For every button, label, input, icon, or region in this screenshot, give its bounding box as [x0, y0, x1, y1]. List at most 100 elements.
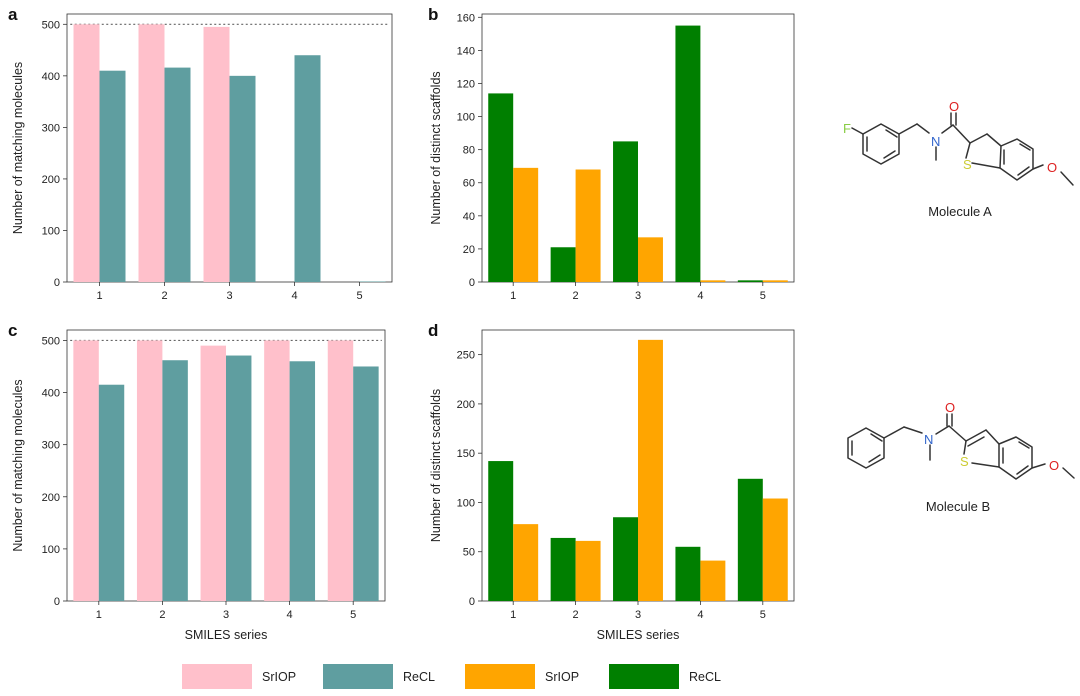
x-tick-label: 2 [573, 290, 579, 302]
bar-recl-5 [359, 281, 386, 282]
bar-sriop-3 [200, 345, 226, 601]
y-tick-label: 120 [457, 78, 475, 90]
molecule-a-bond [952, 124, 971, 144]
y-tick-label: 0 [469, 596, 475, 608]
molecule-b-atom-o-methoxy: O [1049, 458, 1059, 473]
molecule-b-bond [971, 462, 1000, 468]
y-tick-label: 300 [42, 122, 60, 134]
chart-c-matching-molecules: 0 100 200 300 400 500 1 2 3 4 5 Number of matching … [11, 329, 386, 642]
x-tick-label: 2 [573, 609, 579, 621]
molecule-b-bond [963, 440, 967, 455]
molecule-a-structure [851, 112, 1074, 186]
bar-sriop-1 [513, 524, 539, 601]
bar-recl-2 [162, 360, 188, 601]
molecule-a-label: Molecule A [928, 204, 992, 219]
y-tick-label: 300 [42, 440, 60, 452]
y-tick-label: 0 [54, 596, 60, 608]
bar-sriop-3 [203, 26, 230, 283]
molecule-a-atom-o-methoxy: O [1047, 160, 1057, 175]
molecule-b-double-bond [1016, 465, 1029, 475]
y-tick-label: 400 [42, 388, 60, 400]
x-tick-label: 4 [697, 609, 703, 621]
molecule-b-atom-s: S [960, 454, 969, 469]
legend-swatch-sriop [182, 664, 252, 689]
bar-sriop-5 [762, 498, 788, 601]
molecule-b-benzo-ring [998, 436, 1033, 480]
molecule-b-label: Molecule B [926, 499, 990, 514]
bar-recl-2 [550, 247, 576, 282]
bar-sriop-3 [638, 237, 663, 282]
bar-sriop-3 [638, 339, 663, 601]
y-tick-label: 100 [457, 112, 475, 124]
bar-sriop-1 [73, 24, 100, 283]
x-tick-label: 1 [510, 290, 516, 302]
y-tick-label: 40 [463, 211, 475, 223]
x-tick-label: 1 [96, 290, 102, 302]
bar-sriop-4 [700, 560, 726, 601]
molecule-a-bond [969, 133, 988, 144]
molecule-a-double-bond [1019, 143, 1031, 151]
molecule-a-fluoro-bond [851, 127, 864, 135]
molecule-b-bond [948, 425, 967, 442]
molecule-b-atom-o-carbonyl: O [945, 400, 955, 415]
bar-recl-2 [550, 537, 576, 601]
bar-recl-5 [353, 366, 379, 601]
y-tick-label: 100 [42, 225, 60, 237]
x-tick-label: 3 [635, 609, 641, 621]
y-tick-label: 80 [463, 145, 475, 157]
x-tick-label: 2 [159, 609, 165, 621]
legend-label-sriop: SrIOP [262, 670, 296, 684]
chart-d-distinct-scaffolds: 0 50 100 150 200 250 1 2 3 4 5 Number of distinct s… [429, 329, 795, 642]
molecule-b-double-bond [868, 454, 881, 463]
bar-sriop-2 [575, 169, 601, 282]
y-tick-label: 150 [457, 448, 475, 460]
y-tick-label: 100 [457, 497, 475, 509]
molecule-a-bond [965, 142, 971, 159]
molecule-b-double-bond [1018, 441, 1030, 449]
y-axis-label: Number of matching molecules [11, 62, 25, 234]
legend: SrIOP ReCL SrIOP ReCL [182, 664, 721, 689]
bar-recl-4 [289, 361, 316, 601]
molecule-b-double-bond [967, 436, 985, 447]
x-tick-label: 4 [291, 290, 297, 302]
bar-recl-4 [294, 55, 321, 282]
molecule-a-phenyl-ring [862, 123, 900, 165]
molecule-b-methoxy-bond [1031, 463, 1046, 469]
x-tick-label: 5 [350, 609, 356, 621]
x-tick-label: 5 [760, 609, 766, 621]
x-tick-label: 3 [635, 290, 641, 302]
chart-a-matching-molecules: 0 100 200 300 400 500 1 2 3 4 5 Number of matching … [11, 13, 393, 302]
molecule-a-bond [916, 123, 930, 134]
molecule-b-phenyl-ring [847, 427, 885, 469]
y-tick-label: 0 [54, 277, 60, 289]
molecule-b-atoms: N O S O [924, 400, 1059, 473]
bar-sriop-5 [762, 280, 788, 282]
molecule-a-bond [971, 162, 1001, 169]
panel-letter-b: b [428, 5, 438, 24]
bar-sriop-5 [327, 340, 354, 601]
molecule-b-double-bond [870, 433, 883, 442]
molecule-b-structure [847, 413, 1075, 480]
molecule-a-double-bond [885, 129, 898, 138]
legend-swatch-recl [323, 664, 393, 689]
molecule-a-methoxy-bond [1032, 164, 1044, 170]
molecule-a-double-bond [1017, 166, 1030, 176]
y-tick-label: 500 [42, 19, 60, 31]
panel-letter-d: d [428, 321, 438, 340]
molecule-a-double-bond [883, 150, 896, 159]
x-tick-label: 5 [356, 290, 362, 302]
chart-b-distinct-scaffolds: 0 20 40 60 80 100 120 140 160 1 2 3 4 5 Number of dist… [429, 12, 795, 302]
molecule-b-bond [985, 429, 1000, 445]
legend-label-recl: ReCL [403, 670, 435, 684]
y-tick-label: 200 [457, 399, 475, 411]
y-tick-label: 20 [463, 244, 475, 256]
bar-recl-5 [737, 280, 763, 282]
y-tick-label: 160 [457, 12, 475, 24]
molecule-a-bond [941, 124, 954, 134]
molecule-a-atoms: F N O S O [843, 99, 1057, 175]
bar-recl-3 [226, 355, 252, 601]
bar-sriop-2 [575, 540, 601, 601]
legend-label-sriop: SrIOP [545, 670, 579, 684]
y-tick-label: 500 [42, 335, 60, 347]
